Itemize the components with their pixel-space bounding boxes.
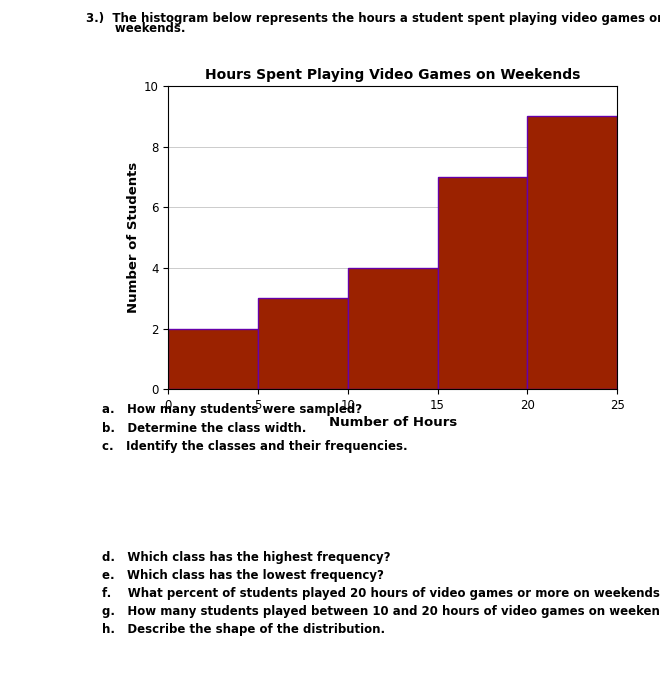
Text: d.   Which class has the highest frequency?: d. Which class has the highest frequency… [102,551,391,564]
Text: g.   How many students played between 10 and 20 hours of video games on weekends: g. How many students played between 10 a… [102,605,660,618]
X-axis label: Number of Hours: Number of Hours [329,416,457,429]
Text: h.   Describe the shape of the distribution.: h. Describe the shape of the distributio… [102,623,385,636]
Text: c.   Identify the classes and their frequencies.: c. Identify the classes and their freque… [102,440,408,453]
Text: b.   Determine the class width.: b. Determine the class width. [102,422,307,435]
Text: weekends.: weekends. [86,22,185,35]
Bar [438,177,527,389]
Text: 3.)  The histogram below represents the hours a student spent playing video game: 3.) The histogram below represents the h… [86,12,660,25]
Text: e.   Which class has the lowest frequency?: e. Which class has the lowest frequency? [102,569,384,582]
Title: Hours Spent Playing Video Games on Weekends: Hours Spent Playing Video Games on Weeke… [205,68,580,82]
Text: f.    What percent of students played 20 hours of video games or more on weekend: f. What percent of students played 20 ho… [102,587,660,600]
Y-axis label: Number of Students: Number of Students [127,162,139,313]
Bar [527,116,617,389]
Bar [348,268,438,389]
Text: a.   How many students were sampled?: a. How many students were sampled? [102,403,362,416]
Bar [258,298,348,389]
Bar [168,329,258,389]
